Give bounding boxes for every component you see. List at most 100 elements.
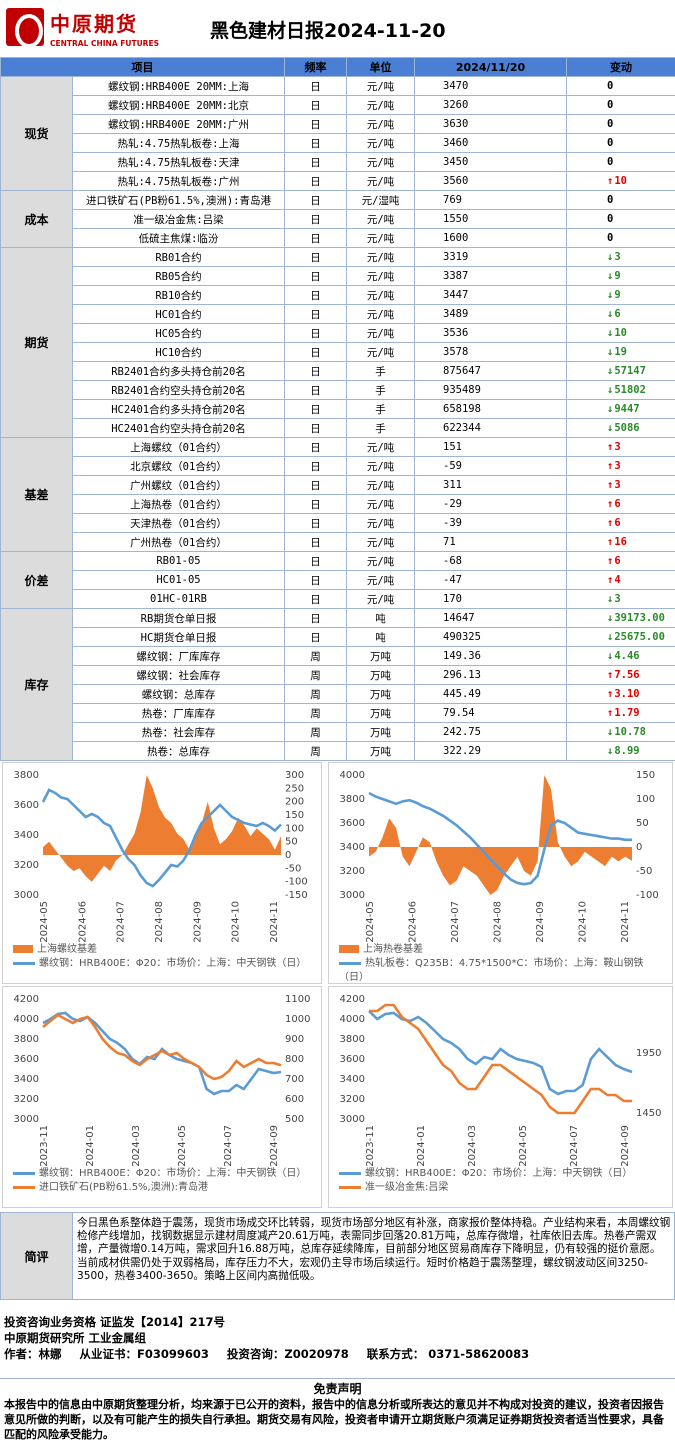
- y2-tick-label: 0: [636, 842, 642, 853]
- unit-cell: 元/吨: [346, 304, 415, 324]
- value-cell: 3319: [414, 247, 567, 267]
- y2-tick-label: 500: [285, 1114, 304, 1125]
- table-row: 螺纹钢：社会库存周万吨 296.13 ↑7.56: [1, 665, 675, 685]
- arrow-down-icon: ↓: [607, 365, 614, 377]
- table-row: HC2401合约多头持仓前20名日手 658198 ↓9447: [1, 399, 675, 419]
- table-row: 热轧:4.75热轧板卷:天津日元/吨 3450 0: [1, 152, 675, 172]
- change-cell: ↓3: [566, 589, 675, 609]
- item-cell: 螺纹钢:HRB400E 20MM:广州: [72, 114, 285, 134]
- item-cell: 01HC-01RB: [72, 589, 285, 609]
- unit-cell: 元/吨: [346, 532, 415, 552]
- value-cell: 490325: [414, 627, 567, 647]
- chart-svg: 4200 4000 3800 3600 3400 3200 3000 1100 1000 900 8…: [14, 994, 311, 1167]
- change-cell: ↓39173.00: [566, 608, 675, 628]
- change-cell: 0: [566, 228, 675, 248]
- change-value: 6: [614, 555, 621, 567]
- change-cell: ↑6: [566, 494, 675, 514]
- y2-tick-label: 0: [285, 850, 291, 861]
- arrow-down-icon: ↓: [607, 726, 614, 738]
- y-tick-label: 3600: [340, 818, 365, 829]
- item-cell: RB10合约: [72, 285, 285, 305]
- value-cell: 296.13: [414, 665, 567, 685]
- unit-cell: 手: [346, 361, 415, 381]
- y2-tick-label: 600: [285, 1094, 304, 1105]
- arrow-down-icon: ↓: [607, 327, 614, 339]
- chart-legend: 上海螺纹基差 螺纹钢：HRB400E：Φ20：市场价：上海：中天钢铁（日）: [13, 943, 317, 971]
- item-cell: 低硫主焦煤:临汾: [72, 228, 285, 248]
- table-row: 库存 RB期货仓单日报日吨 14647 ↓39173.00: [0, 608, 675, 761]
- change-cell: ↓3: [566, 247, 675, 267]
- value-cell: 170: [414, 589, 567, 609]
- change-value: 3: [614, 460, 621, 472]
- y2-tick-label: -50: [285, 863, 301, 874]
- change-cell: 0: [566, 76, 675, 96]
- y-tick-label: 3400: [14, 1074, 39, 1085]
- unit-cell: 手: [346, 380, 415, 400]
- charts-area: 3800 3600 3400 3200 3000 300 250 200 150 100 50 0 -5…: [0, 758, 675, 1208]
- freq-cell: 日: [284, 570, 347, 590]
- arrow-up-icon: ↑: [607, 479, 614, 491]
- chart-legend: 螺纹钢：HRB400E：Φ20：市场价：上海：中天钢铁（日） 准一级冶金焦:吕梁: [339, 1167, 668, 1195]
- table-row: HC05合约日元/吨 3536 ↓10: [1, 323, 675, 343]
- change-cell: ↑7.56: [566, 665, 675, 685]
- line-series-2: [41, 788, 282, 888]
- data-table: 项目 频率 单位 2024/11/20 变动 现货 螺纹钢:HRB400E 20M…: [0, 57, 675, 761]
- value-cell: 875647: [414, 361, 567, 381]
- y-tick-label: 3400: [340, 1074, 365, 1085]
- unit-cell: 元/吨: [346, 266, 415, 286]
- legend-label: 准一级冶金焦:吕梁: [365, 1182, 449, 1193]
- table-row: 热轧:4.75热轧板卷:上海日元/吨 3460 0: [1, 133, 675, 153]
- y-tick-label: 4200: [340, 994, 365, 1005]
- unit-cell: 元/吨: [346, 133, 415, 153]
- freq-cell: 日: [284, 323, 347, 343]
- arrow-down-icon: ↓: [607, 251, 614, 263]
- freq-cell: 日: [284, 513, 347, 533]
- x-tick-label: 2024-06: [77, 901, 88, 943]
- item-cell: 热轧:4.75热轧板卷:广州: [72, 171, 285, 191]
- value-cell: 151: [414, 437, 567, 457]
- item-cell: HC期货仓单日报: [72, 627, 285, 647]
- x-tick-label: 2024-05: [39, 901, 50, 943]
- unit-cell: 元/吨: [346, 228, 415, 248]
- unit-cell: 元/吨: [346, 475, 415, 495]
- change-cell: ↓9447: [566, 399, 675, 419]
- value-cell: 3578: [414, 342, 567, 362]
- freq-cell: 日: [284, 551, 347, 571]
- table-row: 广州热卷（01合约）日元/吨 71 ↑16: [1, 532, 675, 552]
- freq-cell: 日: [284, 418, 347, 438]
- x-tick-label: 2024-11: [620, 901, 631, 943]
- change-value: 0: [607, 118, 614, 130]
- change-value: 3: [614, 251, 621, 263]
- unit-cell: 万吨: [346, 722, 415, 742]
- freq-cell: 日: [284, 494, 347, 514]
- table-row: HC01-05 日元/吨 -47 ↑4: [1, 570, 675, 590]
- unit-cell: 元/吨: [346, 76, 415, 96]
- unit-cell: 元/吨: [346, 456, 415, 476]
- change-value: 10: [614, 175, 627, 187]
- y2-tick-label: 800: [285, 1054, 304, 1065]
- value-cell: 322.29: [414, 741, 567, 761]
- freq-cell: 日: [284, 475, 347, 495]
- legend-line-swatch: [13, 1171, 35, 1175]
- legend-item: 热轧板卷：Q235B：4.75*1500*C：市场价：上海：鞍山钢铁（日）: [339, 957, 668, 985]
- change-value: 0: [607, 99, 614, 111]
- y-tick-label: 3000: [340, 890, 365, 901]
- x-tick-label: 2024-05: [518, 1125, 529, 1167]
- arrow-up-icon: ↑: [607, 707, 614, 719]
- unit-cell: 元/吨: [346, 513, 415, 533]
- y2-tick-label: 300: [285, 770, 304, 781]
- line-series-2: [42, 1013, 282, 1081]
- arrow-up-icon: ↑: [607, 669, 614, 681]
- change-cell: 0: [566, 133, 675, 153]
- x-tick-label: 2024-01: [416, 1125, 427, 1167]
- item-cell: 上海热卷（01合约）: [72, 494, 285, 514]
- arrow-down-icon: ↓: [607, 612, 614, 624]
- logo-mark-icon: [6, 8, 44, 48]
- freq-cell: 日: [284, 361, 347, 381]
- change-value: 10.78: [614, 726, 646, 738]
- unit-cell: 元/吨: [346, 494, 415, 514]
- line-series-1: [368, 1010, 633, 1096]
- x-tick-label: 2024-05: [177, 1125, 188, 1167]
- arrow-up-icon: ↑: [607, 498, 614, 510]
- category-cell: 现货: [0, 76, 73, 191]
